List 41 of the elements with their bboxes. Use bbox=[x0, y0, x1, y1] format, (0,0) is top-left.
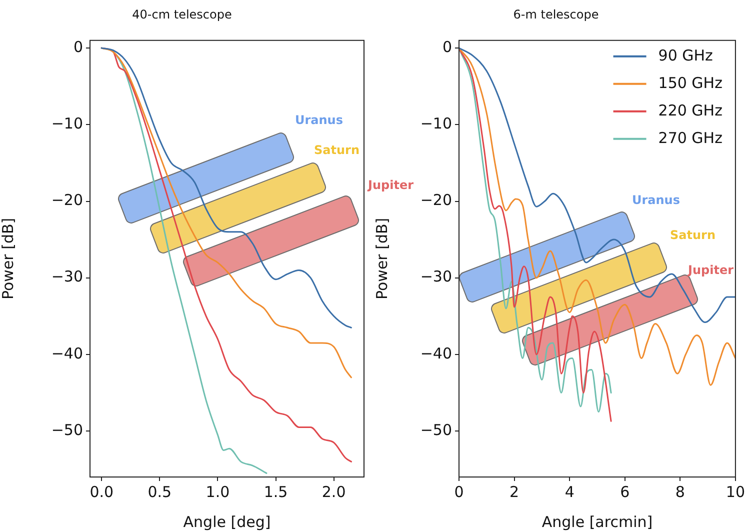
text: Jupiter bbox=[368, 178, 414, 192]
y-tick-label: −20 bbox=[51, 191, 83, 210]
y-tick-label: −50 bbox=[420, 420, 452, 439]
annotation: Saturn bbox=[670, 228, 716, 242]
y-tick-label: −10 bbox=[420, 114, 452, 133]
y-tick-label: −20 bbox=[420, 191, 452, 210]
x-tick-label: 10 bbox=[726, 482, 746, 501]
legend-label: 220 GHz bbox=[658, 101, 723, 120]
legend-label: 150 GHz bbox=[658, 74, 723, 92]
x-tick-label: 0 bbox=[454, 482, 464, 501]
x-tick-label: 4 bbox=[564, 482, 574, 501]
chart-title: 40-cm telescope bbox=[132, 7, 232, 22]
y-axis-title: Power [dB] bbox=[372, 218, 391, 300]
x-tick-label: 2.0 bbox=[322, 482, 346, 501]
annotation: Uranus bbox=[295, 113, 343, 127]
x-tick-label: 2 bbox=[510, 482, 520, 501]
x-tick-label: 0.0 bbox=[90, 482, 114, 501]
x-tick-label: 1.5 bbox=[264, 482, 288, 501]
x-tick-label: 1.0 bbox=[206, 482, 230, 501]
annotation: Jupiter bbox=[688, 263, 734, 277]
annotation: Uranus bbox=[632, 193, 680, 207]
y-tick-label: 0 bbox=[73, 38, 83, 56]
line-series bbox=[459, 47, 736, 324]
x-tick-label: 6 bbox=[620, 482, 630, 501]
line-series bbox=[459, 47, 736, 386]
chart-title: 6-m telescope bbox=[513, 7, 599, 22]
y-tick-label: −10 bbox=[51, 114, 83, 133]
x-tick-label: 0.5 bbox=[148, 482, 172, 501]
y-tick-label: −40 bbox=[420, 344, 452, 362]
x-axis-title: Angle [arcmin] bbox=[542, 512, 653, 531]
y-axis-title: Power [dB] bbox=[0, 218, 17, 300]
annotation: Saturn bbox=[314, 143, 360, 157]
legend-label: 270 GHz bbox=[658, 128, 723, 147]
x-axis-title: Angle [deg] bbox=[183, 512, 271, 531]
y-tick-label: −40 bbox=[51, 344, 83, 362]
legend-label: 90 GHz bbox=[658, 46, 714, 64]
x-tick-label: 8 bbox=[675, 482, 685, 501]
y-tick-label: −50 bbox=[51, 420, 83, 439]
y-tick-label: 0 bbox=[442, 38, 452, 56]
y-tick-label: −30 bbox=[420, 268, 452, 286]
y-tick-label: −30 bbox=[51, 268, 83, 286]
